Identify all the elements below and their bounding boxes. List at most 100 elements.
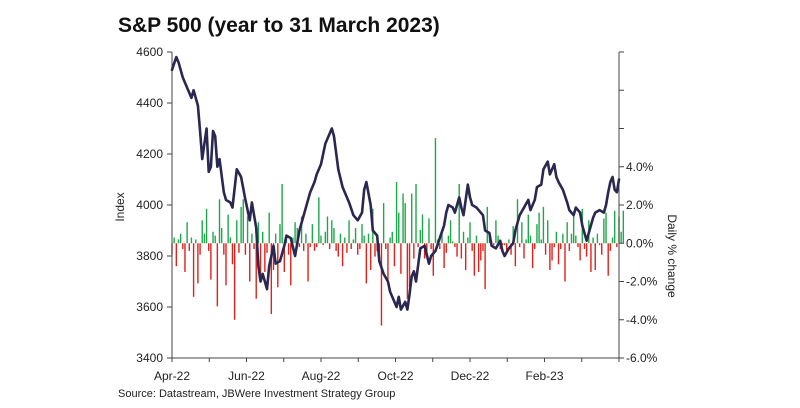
- daily-change-bar: [223, 243, 225, 255]
- daily-change-bar: [484, 243, 486, 290]
- daily-change-bar: [253, 243, 255, 249]
- daily-change-bar: [598, 243, 601, 246]
- daily-change-bar: [547, 220, 549, 244]
- daily-change-bar: [205, 208, 208, 244]
- daily-change-bar: [305, 233, 307, 244]
- daily-change-bar: [411, 193, 413, 244]
- daily-change-bar: [216, 243, 219, 307]
- daily-change-bar: [238, 243, 240, 253]
- daily-change-bar: [555, 231, 558, 244]
- daily-change-bar: [177, 239, 180, 244]
- daily-change-bar: [331, 220, 333, 244]
- daily-change-bar: [564, 243, 566, 282]
- daily-change-bar: [391, 231, 393, 244]
- daily-change-bar: [324, 231, 327, 244]
- daily-change-bar: [540, 239, 542, 244]
- daily-change-bar: [417, 243, 419, 248]
- daily-change-bar: [240, 206, 242, 244]
- daily-change-bar: [501, 243, 504, 246]
- daily-change-bar: [443, 243, 445, 269]
- daily-change-bar: [596, 233, 599, 244]
- daily-change-bar: [607, 243, 609, 276]
- daily-change-bar: [246, 216, 249, 244]
- daily-change-bar: [529, 235, 532, 244]
- daily-change-bar: [432, 243, 434, 276]
- daily-change-bar: [175, 243, 178, 267]
- daily-change-bar: [249, 243, 251, 282]
- daily-change-bar: [192, 243, 195, 297]
- daily-change-bar: [572, 212, 575, 244]
- y-left-tick-label: 4600: [136, 45, 163, 59]
- daily-change-bar: [577, 243, 579, 248]
- daily-change-bar: [510, 243, 512, 255]
- y-right-tick-label: -4.0%: [626, 313, 658, 327]
- daily-change-bar: [322, 243, 324, 246]
- daily-change-bar: [208, 243, 210, 251]
- daily-change-bar: [525, 239, 527, 244]
- daily-change-bar: [419, 229, 422, 244]
- daily-change-bar: [382, 203, 385, 244]
- daily-change-bar: [348, 220, 350, 244]
- daily-change-bar: [592, 237, 594, 244]
- daily-change-bar: [523, 243, 525, 259]
- y-left-tick-label: 4000: [136, 198, 163, 212]
- daily-change-bar: [512, 226, 514, 244]
- daily-change-bar: [575, 235, 577, 244]
- daily-change-bar: [458, 183, 460, 244]
- daily-change-bar: [613, 210, 616, 244]
- daily-change-bar: [274, 233, 277, 244]
- daily-change-bar: [534, 243, 536, 249]
- daily-change-bar: [447, 235, 450, 244]
- daily-change-bar: [337, 243, 339, 257]
- daily-change-bar: [395, 182, 398, 244]
- daily-change-bar: [544, 243, 547, 255]
- daily-change-bar: [179, 233, 182, 244]
- daily-change-bar: [462, 231, 465, 244]
- daily-change-bar: [326, 216, 329, 244]
- daily-change-bar: [190, 237, 193, 244]
- daily-change-bar: [279, 224, 281, 244]
- daily-change-bar: [283, 243, 285, 272]
- daily-change-bar: [553, 243, 555, 248]
- y-left-tick-label: 3800: [136, 249, 163, 263]
- daily-change-bar: [277, 243, 279, 288]
- daily-change-bar: [264, 243, 266, 272]
- y-axis-right-label: Daily % change: [665, 214, 679, 298]
- x-tick-label: Dec-22: [451, 369, 490, 383]
- daily-change-bar: [460, 243, 463, 259]
- chart-source: Source: Datastream, JBWere Investment St…: [118, 388, 396, 400]
- daily-change-bar: [220, 227, 223, 244]
- daily-change-bar: [344, 237, 346, 244]
- y-left-tick-label: 4200: [136, 147, 163, 161]
- daily-change-bar: [203, 233, 206, 244]
- x-tick-label: Jun-22: [228, 369, 265, 383]
- daily-change-bar: [272, 243, 275, 271]
- daily-change-bar: [601, 243, 603, 255]
- daily-change-bar: [255, 243, 257, 299]
- daily-change-bar: [328, 243, 331, 249]
- y-right-tick-label: 4.0%: [626, 160, 654, 174]
- daily-change-bar: [542, 206, 545, 244]
- daily-change-bar: [227, 214, 229, 244]
- daily-change-bar: [566, 222, 568, 244]
- y-left-tick-label: 4400: [136, 96, 163, 110]
- daily-change-bar: [315, 243, 318, 248]
- daily-change-bar: [197, 243, 199, 284]
- daily-change-bar: [518, 243, 521, 248]
- daily-change-bar: [568, 243, 571, 251]
- daily-change-bar: [471, 243, 473, 251]
- y-left-tick-label: 3600: [136, 300, 163, 314]
- chart-axes: [167, 51, 624, 362]
- daily-change-bar: [531, 243, 534, 269]
- daily-change-bar: [467, 237, 469, 244]
- y-right-tick-label: 0.0%: [626, 236, 654, 250]
- daily-change-bar: [508, 239, 510, 244]
- daily-change-bar: [199, 243, 201, 255]
- daily-change-bar: [430, 243, 432, 249]
- daily-change-bar: [287, 243, 290, 255]
- daily-change-bar: [346, 243, 348, 253]
- y-right-tick-label: -6.0%: [626, 351, 658, 365]
- daily-change-bar: [560, 243, 562, 249]
- daily-change-bar: [251, 233, 253, 244]
- daily-change-bar: [551, 243, 553, 261]
